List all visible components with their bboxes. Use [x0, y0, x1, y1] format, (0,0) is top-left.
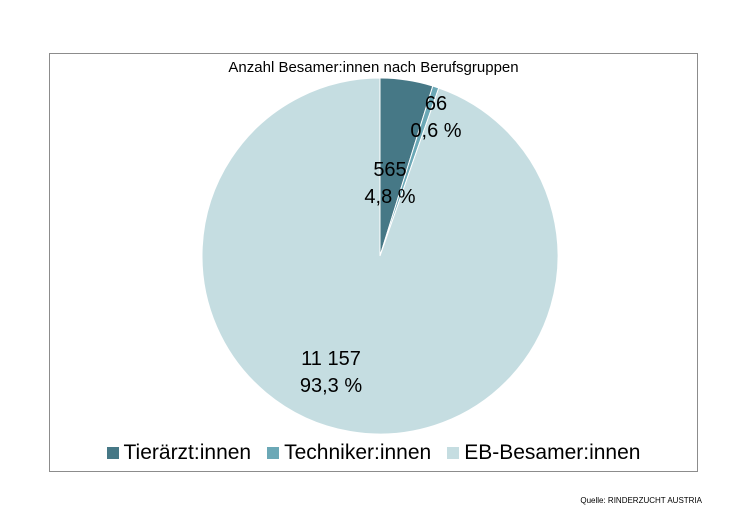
- legend-label-techniker: Techniker:innen: [284, 441, 432, 464]
- source-note: Quelle: RINDERZUCHT AUSTRIA: [580, 496, 702, 505]
- legend-item-techniker: Techniker:innen: [267, 441, 431, 465]
- chart-title: Anzahl Besamer:innen nach Berufsgruppen: [228, 59, 519, 76]
- slice-value-label-techniker: 66: [425, 93, 447, 115]
- legend-label-tierarzt: Tierärzt:innen: [123, 441, 252, 464]
- legend-item-eb-besamer: EB-Besamer:innen: [447, 441, 640, 465]
- slice-percent-label-techniker: 0,6 %: [410, 120, 461, 142]
- slice-value-label-tierarzt: 565: [373, 159, 406, 181]
- legend-swatch-tierarzt: [106, 447, 119, 459]
- legend-item-tierarzt: Tierärzt:innen: [106, 441, 252, 465]
- pie-slice-eb-besamer: [201, 77, 559, 435]
- slice-percent-label-tierarzt: 4,8 %: [364, 186, 415, 208]
- slice-percent-label-eb-besamer: 93,3 %: [300, 375, 362, 397]
- legend-swatch-eb-besamer: [447, 447, 460, 459]
- legend-swatch-techniker: [267, 447, 280, 459]
- legend: Tierärzt:innen Techniker:innen EB-Besame…: [50, 441, 697, 465]
- pie-chart: 565 4,8 % 66 0,6 % 11 157 93,3 %: [201, 77, 559, 435]
- slice-value-label-eb-besamer: 11 157: [301, 348, 361, 370]
- legend-label-eb-besamer: EB-Besamer:innen: [464, 441, 641, 464]
- chart-frame: Anzahl Besamer:innen nach Berufsgruppen …: [49, 53, 698, 472]
